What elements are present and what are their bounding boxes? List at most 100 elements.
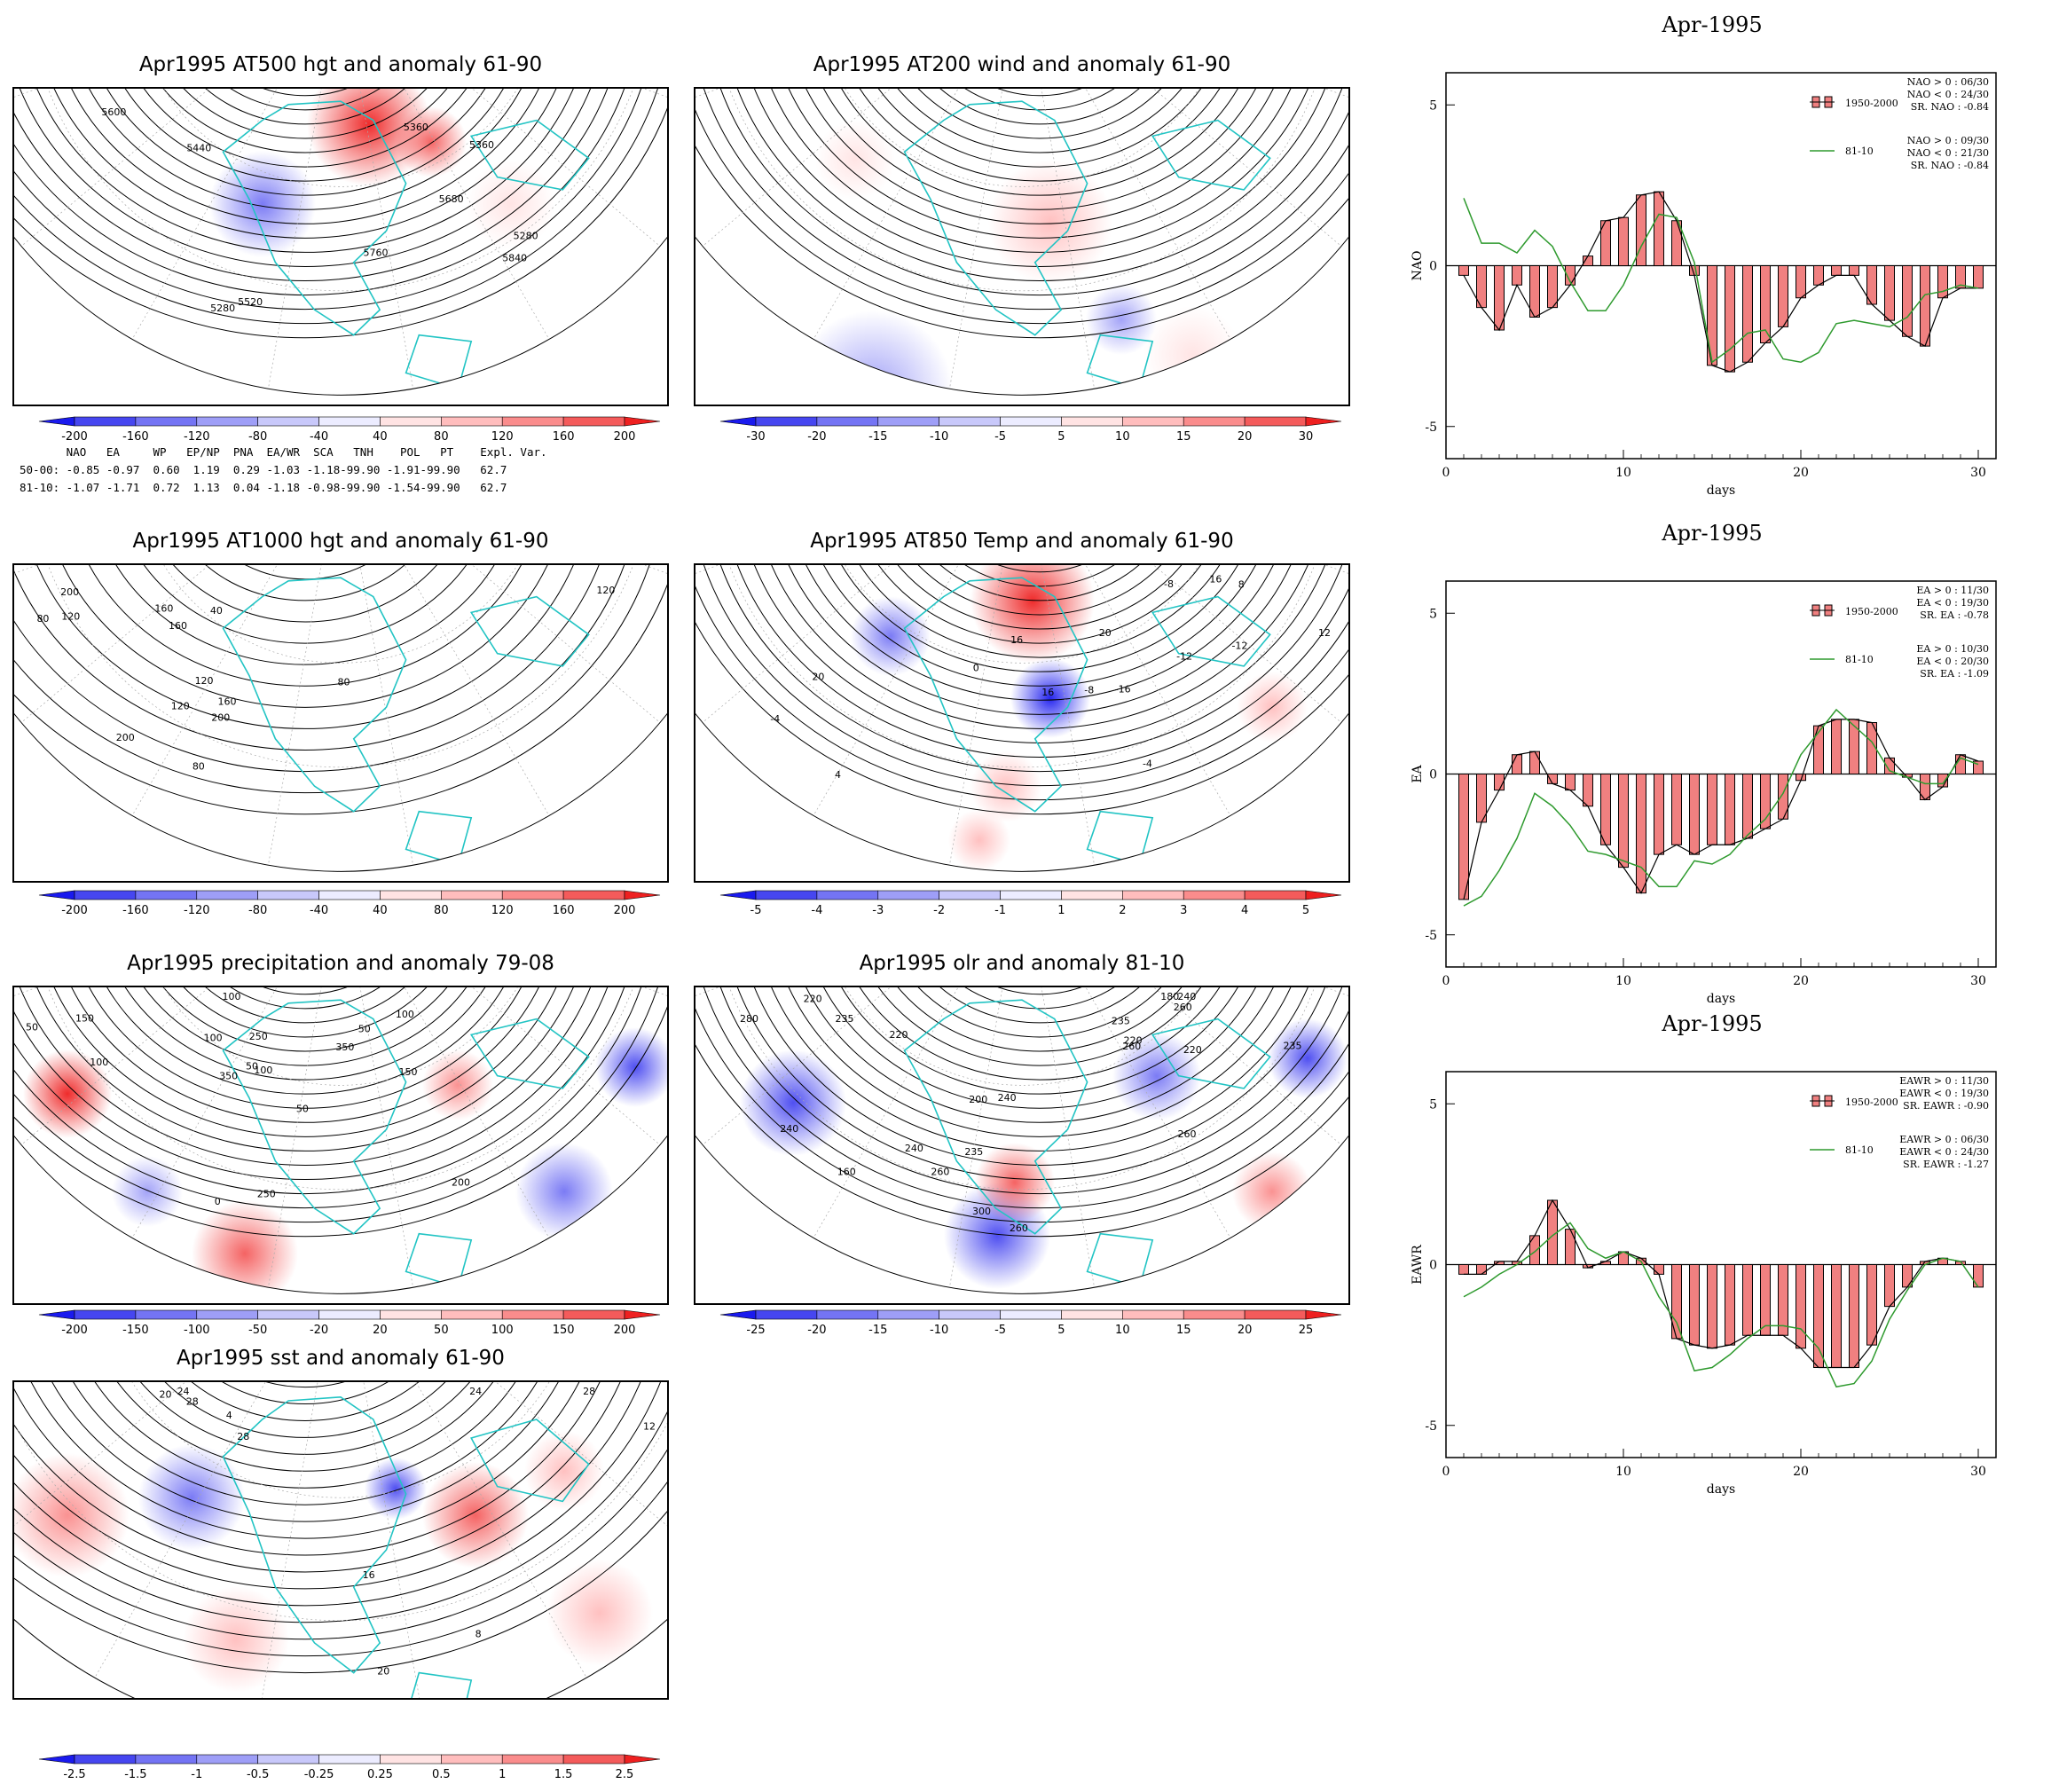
colorbar-segment	[1183, 890, 1246, 900]
coastline	[405, 334, 473, 390]
contour-line	[137, 565, 474, 623]
contour-label: 150	[75, 1012, 94, 1024]
bar	[1529, 265, 1540, 318]
colorbar-tick-label: 200	[614, 1324, 636, 1337]
bar	[1547, 774, 1558, 784]
contour-line	[81, 987, 530, 1095]
colorbar-tick-label: 1	[499, 1768, 506, 1781]
longitude-line	[340, 987, 413, 1288]
x-tick-label: 0	[1442, 1465, 1450, 1479]
bar	[1529, 751, 1540, 774]
contour-label: 235	[1112, 1015, 1130, 1026]
colorbar-svg: -200 -150 -100 -50 -20 20 50 100 150 200	[38, 1309, 661, 1337]
contour-line	[719, 987, 1348, 1181]
longitude-line	[702, 89, 1023, 247]
contour-label: 16	[1010, 634, 1023, 646]
contour-line	[703, 89, 1348, 296]
colorbar-segment	[1000, 890, 1062, 900]
colorbar-tick-label: 80	[434, 904, 449, 917]
colorbar-tick-label: -100	[184, 1324, 210, 1337]
contour-line	[81, 89, 530, 196]
contour-line	[59, 1382, 551, 1489]
map-frame: -12 -16 -8 -4 -12 -8 -4 0 4 8 12 16 20 20 16 16	[694, 563, 1350, 883]
colorbar-segment	[1244, 890, 1307, 900]
colorbar-segment	[380, 1754, 442, 1764]
series-line-81-10	[1463, 1222, 1979, 1388]
contour-line	[14, 89, 667, 325]
contour-line	[78, 1382, 532, 1472]
longitude-line	[1021, 565, 1095, 866]
contour-label: 260	[1174, 1002, 1192, 1013]
longitude-line	[1021, 89, 1095, 389]
contour-line	[847, 89, 1232, 168]
colorbar-tick-label: 0.25	[367, 1768, 393, 1781]
contour-label: -4	[1143, 758, 1152, 770]
bar	[1937, 265, 1948, 299]
colorbar: -5 -4 -3 -2 -1 1 2 3 4 5	[694, 889, 1350, 924]
contour-label: 16	[363, 1569, 375, 1581]
contour-label: -8	[1164, 578, 1174, 590]
bar	[1902, 1264, 1913, 1288]
colorbar-segment	[74, 890, 137, 900]
contour-line	[735, 565, 1344, 743]
contour-label: 220	[1183, 1044, 1202, 1056]
contour-label: 50	[246, 1061, 258, 1073]
coastline	[1151, 1018, 1271, 1089]
contour-line	[14, 89, 641, 296]
contour-line	[14, 1382, 667, 1623]
contour-label: 260	[1122, 1041, 1141, 1052]
contour-line	[751, 987, 1328, 1151]
contour-line	[14, 565, 617, 751]
colorbar: -200 -160 -120 -80 -40 40 80 120 160 200	[12, 415, 669, 451]
colorbar-tick-label: 150	[553, 1324, 575, 1337]
coastline	[469, 595, 590, 667]
contour-line	[847, 565, 1232, 644]
index-table-header: NAO EA WP EP/NP PNA EA/WR SCA TNH POL PT…	[20, 445, 547, 459]
colorbar-segment	[257, 1309, 319, 1320]
contour-line	[14, 1382, 608, 1539]
colorbar-segment	[939, 416, 1001, 427]
chart-title: Apr-1995	[1662, 1011, 1763, 1036]
contour-label: 200	[60, 586, 79, 598]
bar	[1654, 774, 1664, 855]
colorbar-tick-label: 1	[1057, 904, 1065, 917]
bar	[1600, 774, 1611, 845]
bar	[1742, 774, 1753, 839]
longitude-line	[14, 987, 342, 1020]
contour-line	[695, 565, 1348, 801]
contour-line	[863, 987, 1216, 1052]
contour-label: -12	[1176, 651, 1192, 663]
colorbar-arrow	[38, 890, 75, 900]
anomaly-shading	[546, 1560, 653, 1666]
longitude-line	[813, 89, 1023, 340]
contour-label: -8	[1084, 684, 1094, 696]
colorbar-arrow	[624, 1754, 661, 1764]
contour-line	[799, 987, 1280, 1109]
colorbar-svg: -200 -160 -120 -80 -40 40 80 120 160 200	[38, 890, 661, 917]
contour-line	[161, 89, 450, 125]
anomaly-shading	[988, 160, 1112, 284]
stats-label: EAWR < 0 : 19/30	[1899, 1088, 1989, 1099]
colorbar-tick-label: 2.5	[616, 1768, 634, 1781]
contour-label: 150	[399, 1066, 418, 1078]
colorbar-tick-label: 120	[491, 904, 514, 917]
bar	[1547, 265, 1558, 309]
colorbar-tick-label: -160	[122, 430, 149, 444]
map-title: Apr1995 sst and anomaly 61-90	[177, 1347, 505, 1370]
contour-line	[65, 565, 546, 687]
hemisphere-edge	[695, 712, 1348, 872]
anomaly-shading	[1086, 284, 1157, 355]
colorbar-arrow	[719, 416, 757, 427]
longitude-line	[340, 565, 413, 866]
contour-line	[40, 1382, 570, 1505]
contour-line	[695, 89, 1348, 310]
stats-label: NAO > 0 : 09/30	[1907, 135, 1989, 146]
bar	[1884, 265, 1895, 321]
hemisphere-edge	[695, 236, 1348, 396]
map-title: Apr1995 AT850 Temp and anomaly 61-90	[810, 530, 1234, 553]
stats-label: EA < 0 : 19/30	[1916, 597, 1989, 609]
contour-label: 5600	[101, 106, 126, 118]
contour-line	[49, 89, 562, 224]
map-title: Apr1995 precipitation and anomaly 79-08	[127, 952, 554, 975]
longitude-line	[695, 565, 1023, 598]
